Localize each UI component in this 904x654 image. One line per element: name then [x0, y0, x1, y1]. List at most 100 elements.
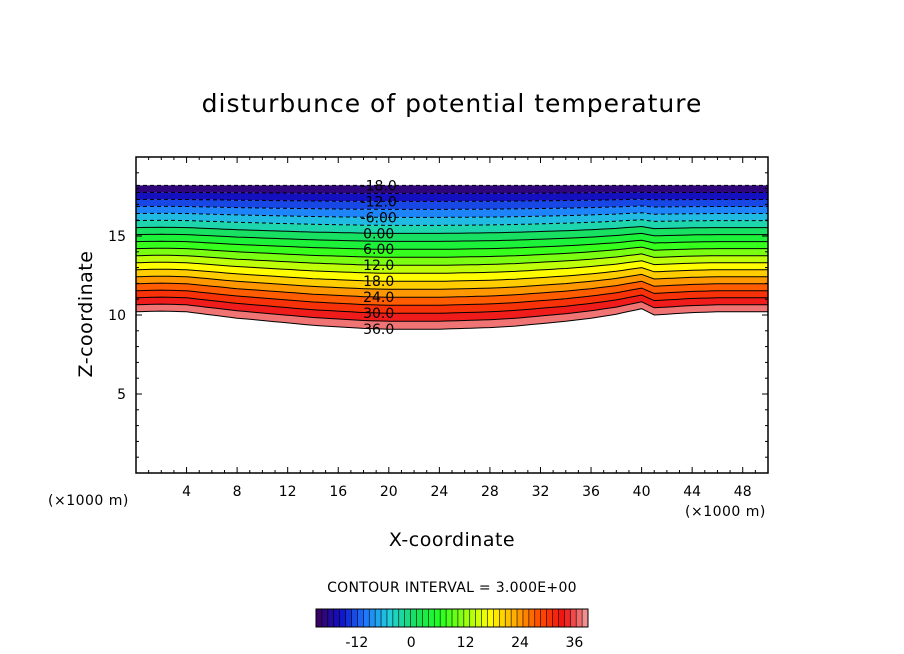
colorbar-tick-label: 12	[457, 635, 475, 651]
contour-line	[135, 273, 768, 290]
axis-ticks	[136, 157, 768, 473]
colorbar-cell	[552, 609, 559, 627]
y-axis-title: Z-coordinate	[75, 251, 97, 378]
x-tick-label: 12	[279, 484, 297, 500]
colorbar-cell	[434, 609, 441, 627]
x-unit-left: (×1000 m)	[48, 493, 129, 509]
colorbar-cell	[410, 609, 417, 627]
y-tick-label: 15	[108, 229, 126, 245]
contour-line	[135, 260, 768, 274]
contour-label: -6.00	[361, 210, 397, 226]
y-tick-label: 5	[117, 387, 126, 403]
contour-line	[135, 287, 768, 306]
colorbar-cell	[357, 609, 364, 627]
colorbar-cell	[576, 609, 583, 627]
x-tick-label: 28	[481, 484, 499, 500]
colorbar-tick-labels: -12 0 12 24 36	[345, 635, 583, 651]
colorbar-cell	[582, 609, 589, 627]
colorbar-cell	[351, 609, 358, 627]
contour-band	[136, 281, 768, 306]
x-unit-right: (×1000 m)	[685, 504, 766, 520]
contour-line	[135, 280, 768, 298]
colorbar-cell	[416, 609, 423, 627]
colorbar-cell	[381, 609, 388, 627]
colorbar-tick-label: 36	[565, 635, 583, 651]
x-tick-label: 48	[734, 484, 752, 500]
colorbar-cell	[333, 609, 340, 627]
contour-line	[135, 294, 768, 314]
contour-band	[136, 240, 768, 258]
colorbar-cell	[422, 609, 429, 627]
chart-title: disturbunce of potential temperature	[202, 89, 703, 118]
colorbar-tick-label: 24	[511, 635, 529, 651]
contour-band	[136, 288, 768, 314]
contour-line	[135, 232, 768, 242]
colorbar-tick-label: 0	[407, 635, 416, 651]
colorbar-cell	[452, 609, 459, 627]
x-tick-label: 16	[329, 484, 347, 500]
colorbar-cell	[369, 609, 376, 627]
colorbar-cell	[316, 609, 323, 627]
contour-interval-text: CONTOUR INTERVAL = 3.000E+00	[327, 580, 577, 596]
contour-band	[136, 267, 768, 290]
colorbar-cell	[457, 609, 465, 627]
colorbar-cell	[481, 609, 488, 627]
contour-line	[135, 219, 768, 226]
contour-labels: -18.0-12.0-6.000.006.0012.018.024.030.03…	[361, 178, 397, 338]
colorbar-cell	[570, 609, 577, 627]
y-tick-labels: 5 10 15	[108, 229, 126, 403]
x-tick-label: 36	[582, 484, 600, 500]
x-tick-label: 8	[233, 484, 242, 500]
contour-band	[136, 253, 768, 274]
contour-band	[136, 212, 768, 226]
contour-line	[136, 205, 768, 210]
contour-field	[136, 185, 768, 330]
colorbar-cell	[398, 609, 405, 627]
colorbar-cell	[499, 609, 506, 627]
colorbar-cell	[546, 609, 553, 627]
colorbar-cell	[375, 609, 382, 627]
contour-label: 30.0	[363, 306, 394, 322]
colorbar-cell	[339, 609, 346, 627]
contour-band	[136, 247, 768, 266]
contour-band	[136, 199, 768, 210]
colorbar-frame	[315, 608, 589, 628]
colorbar-cell	[487, 609, 494, 627]
x-axis-title: X-coordinate	[389, 529, 515, 551]
colorbar-cell	[440, 609, 447, 627]
contour-band	[136, 260, 768, 282]
contour-label: 36.0	[363, 322, 394, 338]
contour-line	[135, 225, 768, 234]
contour-band	[136, 192, 768, 202]
colorbar-cell	[511, 609, 518, 627]
colorbar-cell	[469, 609, 476, 627]
contour-line	[135, 301, 768, 322]
contour-line	[136, 212, 768, 218]
colorbar-cell	[463, 609, 471, 627]
contour-band	[136, 219, 768, 234]
y-tick-label: 10	[108, 308, 126, 324]
colorbar-cell	[446, 609, 453, 627]
x-tick-labels: 4 8 12 16 20 24 28 32 36 40 44 48	[182, 484, 752, 500]
contour-line	[136, 191, 768, 194]
contour-line	[136, 198, 768, 202]
colorbar-cell	[493, 609, 500, 627]
colorbar-cell	[558, 609, 565, 627]
contour-label: 24.0	[363, 290, 394, 306]
contour-label: 18.0	[363, 274, 394, 290]
contour-lines	[135, 184, 768, 330]
colorbar-cell	[475, 609, 482, 627]
colorbar-cell	[321, 609, 329, 627]
x-tick-label: 4	[182, 484, 191, 500]
contour-line	[135, 253, 768, 266]
colorbar-cell	[345, 609, 352, 627]
contour-line	[135, 308, 768, 330]
colorbar-cell	[522, 609, 530, 627]
colorbar-cell	[564, 609, 571, 627]
contour-band	[136, 295, 768, 322]
colorbar-cell	[534, 609, 541, 627]
colorbar-tick-label: -12	[345, 635, 368, 651]
colorbar-cell	[540, 609, 547, 627]
x-tick-label: 24	[430, 484, 448, 500]
